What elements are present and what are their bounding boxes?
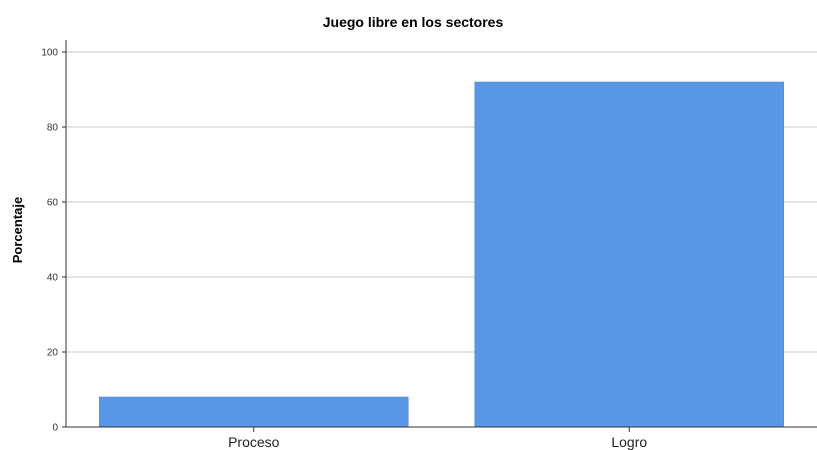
bar-logro xyxy=(474,81,784,428)
x-tick-label-proceso: Proceso xyxy=(228,434,280,450)
y-tick-label-60: 60 xyxy=(47,198,59,209)
bars xyxy=(99,81,784,428)
bar-proceso xyxy=(99,396,409,428)
y-tick-label-80: 80 xyxy=(47,123,59,134)
y-axis-label: Porcentaje xyxy=(10,197,25,263)
y-tick-label-20: 20 xyxy=(47,348,59,359)
x-tick-labels: Proceso Logro xyxy=(228,434,647,450)
x-tick-label-logro: Logro xyxy=(611,434,647,450)
y-tick-label-40: 40 xyxy=(47,273,59,284)
axes xyxy=(62,40,817,432)
chart-title: Juego libre en los sectores xyxy=(323,14,504,30)
y-tick-label-100: 100 xyxy=(41,48,58,59)
y-tick-label-0: 0 xyxy=(52,423,58,434)
y-tick-labels: 0 20 40 60 80 100 xyxy=(41,48,58,434)
